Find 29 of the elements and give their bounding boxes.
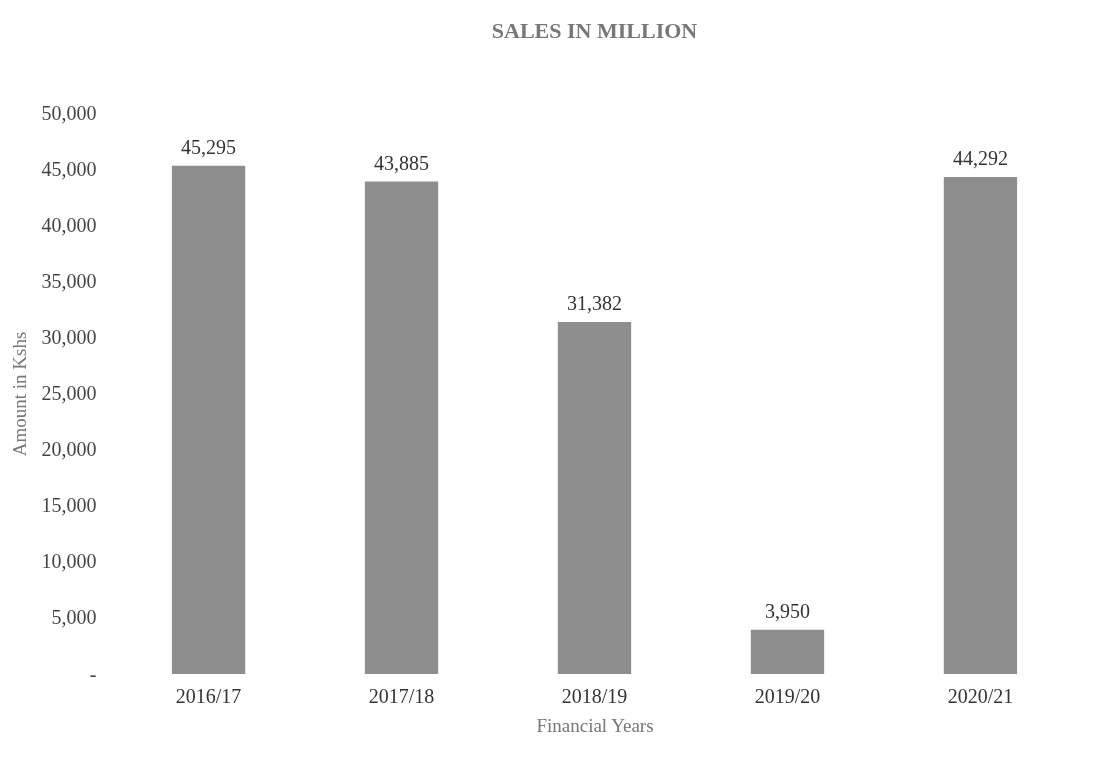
y-tick-label: 10,000 xyxy=(41,550,97,573)
bar xyxy=(750,629,825,674)
bar xyxy=(557,321,632,674)
y-tick-label: 30,000 xyxy=(41,325,97,348)
y-tick-label: 45,000 xyxy=(41,157,97,180)
x-tick-label: 2016/17 xyxy=(175,684,242,707)
data-label: 45,295 xyxy=(181,135,237,158)
data-label: 44,292 xyxy=(952,147,1008,170)
y-tick-label: 20,000 xyxy=(41,438,97,461)
y-axis-title: Amount in Kshs xyxy=(8,331,30,457)
x-tick-label: 2020/21 xyxy=(947,684,1014,707)
y-tick-label: 15,000 xyxy=(41,494,97,517)
y-tick-label: - xyxy=(89,662,97,685)
bar xyxy=(943,177,1018,674)
y-tick-label: 35,000 xyxy=(41,269,97,292)
y-tick-label: 50,000 xyxy=(41,101,97,124)
x-tick-label: 2017/18 xyxy=(368,684,435,707)
x-tick-label: 2018/19 xyxy=(561,684,628,707)
y-tick-label: 25,000 xyxy=(41,382,97,404)
data-label: 31,382 xyxy=(567,291,622,314)
data-label: 43,885 xyxy=(374,151,430,174)
x-tick-label: 2019/20 xyxy=(754,684,821,707)
y-tick-label: 40,000 xyxy=(41,213,97,236)
y-tick-label: 5,000 xyxy=(51,606,97,629)
x-axis-title: Financial Years xyxy=(536,714,654,736)
chart-title: SALES IN MILLION xyxy=(491,18,698,43)
bar xyxy=(171,165,246,674)
data-label: 3,950 xyxy=(764,599,810,622)
bar xyxy=(364,181,439,674)
